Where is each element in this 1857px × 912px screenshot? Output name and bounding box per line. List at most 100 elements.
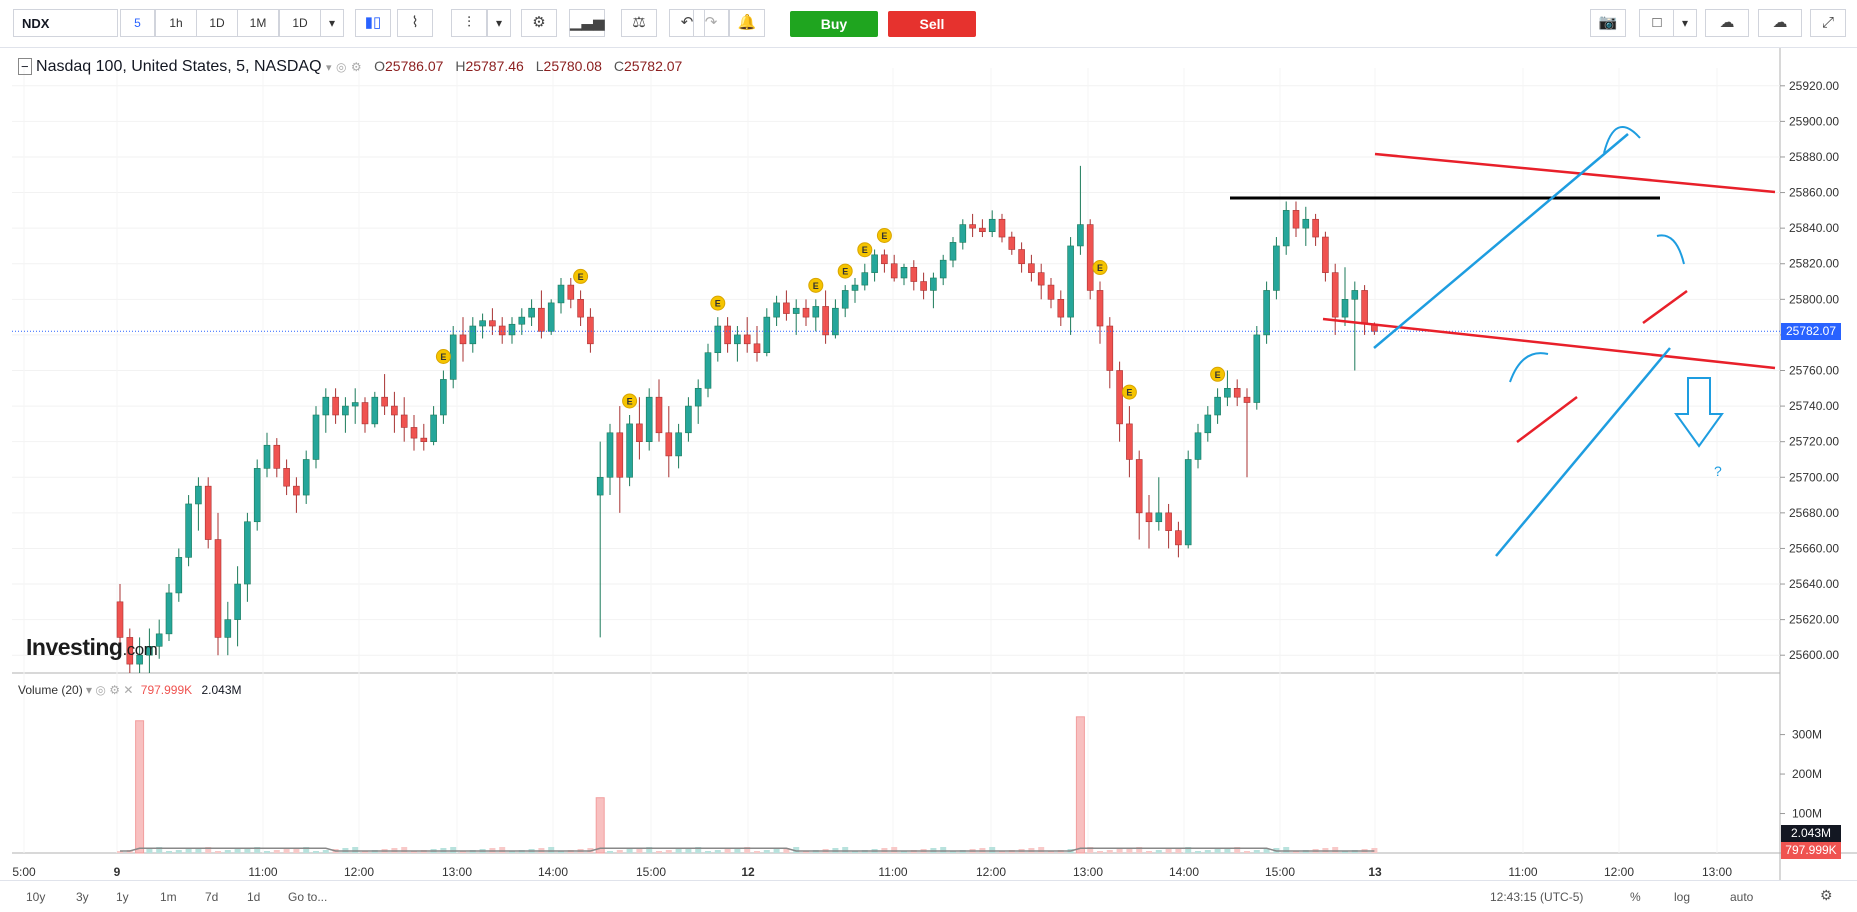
range-10y[interactable]: 10y: [26, 890, 46, 904]
eye-icon[interactable]: ◎: [95, 683, 106, 697]
volume-bar: [999, 851, 1005, 853]
symbol-title[interactable]: Nasdaq 100, United States, 5, NASDAQ: [36, 58, 322, 75]
event-marker-icon[interactable]: E: [435, 349, 451, 364]
event-marker-icon[interactable]: E: [808, 277, 824, 293]
volume-bar: [303, 847, 310, 853]
interval-dropdown[interactable]: ▾: [320, 9, 344, 37]
event-marker-icon[interactable]: E: [1210, 366, 1226, 382]
volume-bar: [705, 851, 711, 853]
gear-icon[interactable]: ⚙: [109, 683, 121, 697]
volume-tick-label: 100M: [1792, 807, 1822, 821]
symbol-input[interactable]: NDX: [13, 9, 118, 37]
candle-body: [1243, 396, 1251, 403]
event-marker-label: E: [1097, 263, 1103, 273]
goto-button[interactable]: Go to...: [288, 890, 328, 904]
chevron-down-icon[interactable]: ▾: [325, 62, 332, 74]
line-chart-button[interactable]: ⌇: [397, 9, 433, 37]
candle: [175, 548, 183, 602]
channel-top-line: [1374, 152, 1776, 194]
event-marker-circle: [808, 277, 824, 293]
interval-5[interactable]: 5: [120, 9, 155, 37]
volume-bar: [264, 851, 270, 853]
candle: [420, 423, 428, 451]
auto-toggle[interactable]: auto: [1730, 890, 1754, 904]
candle: [1008, 231, 1016, 255]
layout-dropdown[interactable]: ▾: [1673, 9, 1697, 37]
fullscreen-button[interactable]: ⤢: [1810, 9, 1846, 37]
collapse-icon[interactable]: −: [18, 58, 32, 75]
event-marker-icon[interactable]: E: [1092, 260, 1108, 276]
chart-canvas[interactable]: E E E E E E E E E E E 25920.00 25900.00 25880.00 2586…: [0, 48, 1857, 880]
event-marker-icon[interactable]: E: [710, 295, 726, 311]
snapshot-button[interactable]: 📷: [1590, 9, 1626, 37]
gear-icon[interactable]: ⚙: [1820, 887, 1833, 903]
interval-1d[interactable]: 1D: [196, 9, 238, 37]
volume-bar: [254, 847, 261, 853]
candle: [596, 441, 604, 638]
interval-1h[interactable]: 1h: [155, 9, 197, 37]
range-3y[interactable]: 3y: [76, 890, 89, 904]
volume-title[interactable]: Volume (20): [18, 683, 83, 697]
volume-bar: [1234, 847, 1241, 853]
candles-button[interactable]: ▮▯: [355, 9, 391, 37]
gear-icon[interactable]: ⚙: [350, 60, 362, 74]
candle: [1253, 326, 1261, 410]
event-marker-icon[interactable]: E: [876, 228, 892, 243]
candle-body: [1341, 299, 1349, 318]
trend-drawings: [1230, 126, 1776, 557]
volume-bar: [724, 849, 731, 853]
volume-bar: [754, 851, 760, 853]
volume-tick-label: 300M: [1792, 728, 1822, 742]
eye-icon[interactable]: ◎: [335, 60, 347, 74]
price-tick-label: 25900.00: [1789, 114, 1839, 128]
candle-body: [175, 557, 183, 594]
interval-1m[interactable]: 1M: [237, 9, 279, 37]
volume-badge-1: 2.043M: [1781, 825, 1841, 842]
candle-body: [783, 302, 790, 314]
candle: [1028, 254, 1035, 282]
event-marker-icon[interactable]: E: [1121, 384, 1137, 400]
range-1m[interactable]: 1m: [160, 890, 177, 904]
load-button[interactable]: ☁: [1705, 9, 1749, 37]
undo-button[interactable]: ↶: [669, 9, 705, 37]
alert-button[interactable]: 🔔: [729, 9, 765, 37]
volume-bar: [1263, 849, 1270, 853]
save-button[interactable]: ☁: [1758, 9, 1802, 37]
candle: [234, 566, 241, 647]
percent-toggle[interactable]: %: [1630, 890, 1641, 904]
range-7d[interactable]: 7d: [205, 890, 219, 904]
chart-type-dropdown[interactable]: ▾: [487, 9, 511, 37]
event-marker-icon[interactable]: E: [573, 268, 589, 284]
candle: [900, 263, 908, 286]
candle-body: [1145, 512, 1153, 523]
chart-legend: − Nasdaq 100, United States, 5, NASDAQ ▾…: [18, 58, 682, 76]
cloud-upload-icon: ☁: [1772, 14, 1788, 31]
time-tick-label: 12:00: [976, 865, 1006, 879]
candle: [547, 299, 555, 335]
close-icon[interactable]: ✕: [123, 683, 134, 697]
range-1y[interactable]: 1y: [116, 890, 129, 904]
compare-button[interactable]: ⚖: [621, 9, 657, 37]
redo-button[interactable]: ↷: [693, 9, 729, 37]
chevron-down-icon[interactable]: ▾: [86, 683, 93, 697]
sell-button[interactable]: Sell: [888, 11, 976, 37]
indicators-button[interactable]: ⫶: [451, 9, 487, 37]
open-label: O: [374, 58, 386, 74]
settings-button[interactable]: ⚙: [521, 9, 557, 37]
event-marker-label: E: [440, 352, 446, 362]
event-marker-icon[interactable]: E: [857, 242, 873, 258]
candle-body: [704, 352, 712, 389]
candle: [881, 249, 888, 273]
event-marker-icon[interactable]: E: [622, 393, 638, 409]
buy-button[interactable]: Buy: [790, 11, 878, 37]
log-toggle[interactable]: log: [1674, 890, 1691, 904]
candle-body: [792, 307, 800, 314]
volume-bar: [1155, 850, 1162, 853]
event-marker-icon[interactable]: E: [837, 263, 853, 279]
volume-bar: [1048, 851, 1054, 853]
layout-button[interactable]: □: [1639, 9, 1675, 37]
studies-button[interactable]: ▁▃▅: [569, 9, 605, 37]
range-1d[interactable]: 1d: [247, 890, 261, 904]
candle-body: [1116, 370, 1123, 425]
interval-1d-alt[interactable]: 1D: [279, 9, 321, 37]
